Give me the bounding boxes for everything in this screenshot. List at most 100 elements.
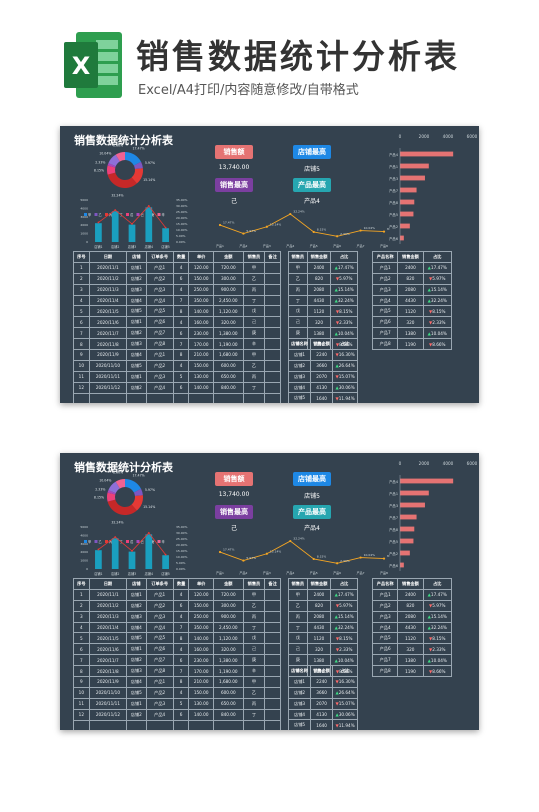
- sales-detail-cell: 2,450.00: [212, 621, 244, 634]
- store-summary-cell: 店铺1: [287, 348, 312, 361]
- sales-detail-cell: 店铺4: [126, 676, 147, 688]
- salesperson-summary-cell: 4430: [306, 294, 332, 307]
- trend-down-icon: ▼: [429, 646, 433, 652]
- salesperson-summary-cell: 820: [306, 272, 332, 285]
- sales-detail-cell: 8: [172, 349, 190, 361]
- y-tick-label: 产品3: [389, 503, 398, 508]
- trend-up-icon: ▲: [335, 690, 339, 696]
- product-summary-header-row: 产品名称 销售金额 占比: [371, 251, 453, 263]
- sales-detail-cell: 300.00: [212, 599, 244, 612]
- product-bar: [400, 490, 429, 496]
- y2-tick-label: 15.00%: [176, 222, 188, 226]
- kpi-salesperson-value: 己: [230, 525, 237, 532]
- sales-detail-row: 6 2020/11/6 店铺1 产品6 4 160.00 320.00 己: [73, 643, 281, 656]
- product-summary-cell: ▲10.04%: [422, 327, 453, 340]
- product-share-point: [359, 229, 362, 232]
- product-summary-row: 产品3 2080 ▲15.14%: [371, 610, 453, 623]
- sales-detail-cell: 6: [73, 316, 90, 329]
- salesperson-summary-cell: 庚: [288, 327, 308, 340]
- sales-detail-cell: 产品2: [145, 599, 174, 612]
- x-tick-label: 店铺1: [94, 244, 102, 249]
- sales-detail-cell: 3: [73, 283, 90, 296]
- sales-detail-header-cell: 金额: [212, 251, 244, 263]
- trend-down-icon: ▼: [335, 679, 339, 685]
- product-summary-row: 产品2 820 ▼5.97%: [371, 272, 453, 285]
- product-summary-cell: 2080: [397, 283, 424, 296]
- trend-down-icon: ▼: [335, 395, 339, 401]
- sales-detail-cell: 2020/11/5: [88, 305, 128, 318]
- x-tick-label: 产品3: [263, 243, 271, 248]
- salesperson-summary-row: 戊 1120 ▼8.15%: [288, 305, 358, 318]
- pie-slice: [131, 495, 143, 511]
- x-tick-label: 产品8: [380, 570, 388, 575]
- store-summary-header-cell: 店铺名称: [287, 338, 312, 350]
- x-tick-label: 店铺2: [111, 244, 119, 249]
- sales-detail-cell: 2: [73, 272, 90, 285]
- product-summary-row: 产品4 4430 ▲32.24%: [371, 621, 453, 634]
- sales-detail-cell: [264, 327, 281, 340]
- sales-detail-cell: 2020/11/8: [88, 338, 128, 351]
- sales-detail-header-cell: 日期: [88, 578, 128, 590]
- sales-detail-cell: [264, 381, 281, 394]
- product-share-point: [382, 230, 386, 233]
- store-summary-row: 店铺2 3660 ▲26.64%: [287, 359, 358, 372]
- sales-detail-header-cell: 序号: [73, 578, 90, 590]
- product-share-point: [218, 550, 222, 554]
- x-tick-label: 产品4: [286, 570, 294, 575]
- product-summary-cell: ▲32.24%: [422, 621, 453, 634]
- pie-slice: [125, 152, 142, 166]
- store-summary-row: 店铺4 4130 ▲30.06%: [287, 381, 358, 394]
- store-summary-cell: ▼11.94%: [332, 719, 358, 730]
- sales-detail-cell: 产品1: [145, 349, 174, 361]
- sales-detail-cell: 2020/11/11: [88, 697, 128, 710]
- trend-down-icon: ▼: [335, 308, 340, 314]
- salesperson-pie-chart: 17.47% 5.97% 15.14% 32.24% 8.15% 2.33% 10.04% 8…: [84, 144, 166, 217]
- sales-detail-cell: 店铺2: [126, 327, 147, 340]
- product-summary-cell: ▼8.15%: [422, 305, 453, 318]
- product-summary-cell: 产品1: [371, 261, 399, 274]
- trend-down-icon: ▼: [335, 646, 340, 652]
- product-share-point: [242, 559, 245, 562]
- salesperson-summary-row: 己 320 ▼2.33%: [288, 643, 358, 656]
- store-combo-chart: 0 1000 2000 3000 4000 5000 0.00% 5.00% 10.00% 15.…: [80, 198, 188, 249]
- store-summary-row: 店铺1 2240 ▼16.30%: [287, 348, 358, 361]
- sales-detail-cell: 140.00: [188, 708, 214, 721]
- store-summary-cell: 店铺5: [287, 392, 312, 403]
- sales-detail-cell: 320.00: [212, 316, 244, 329]
- store-summary-cell: 店铺4: [287, 708, 312, 721]
- salesperson-summary-cell: 2080: [306, 283, 332, 296]
- sales-detail-cell: 5: [172, 370, 190, 383]
- trend-down-icon: ▼: [429, 635, 433, 641]
- sales-detail-cell: [264, 643, 281, 656]
- legend-label: 乙: [99, 212, 102, 217]
- pie-slice: [107, 172, 137, 188]
- sales-detail-cell: 11: [73, 370, 90, 383]
- product-summary-header-cell: 销售金额: [397, 578, 424, 590]
- sales-detail-row: 3 2020/11/3 店铺3 产品3 4 250.00 900.00 丙: [73, 283, 281, 296]
- salesperson-summary-row: 丁 4430 ▲32.24%: [288, 621, 358, 634]
- sales-detail-cell: 产品4: [145, 621, 174, 634]
- product-summary-cell: 820: [397, 272, 424, 285]
- x-tick-label: 店铺3: [128, 244, 136, 249]
- excel-logo-icon: X: [64, 32, 122, 98]
- trend-up-icon: ▲: [335, 385, 339, 390]
- salesperson-summary-cell: 己: [288, 643, 308, 656]
- salesperson-summary-row: 乙 820 ▼5.97%: [288, 272, 358, 285]
- legend-label: 庚: [151, 539, 155, 544]
- pie-slice: [108, 154, 120, 167]
- product-summary-cell: 产品8: [371, 338, 399, 351]
- sales-detail-header-cell: 数量: [172, 578, 190, 590]
- pie-data-label: 2.33%: [95, 160, 105, 164]
- trend-down-icon: ▼: [335, 276, 340, 282]
- sales-detail-cell: 2020/11/10: [88, 686, 128, 699]
- product-summary-cell: ▼2.33%: [422, 643, 453, 656]
- sales-detail-cell: 产品2: [145, 359, 174, 372]
- sales-detail-cell: 戊: [242, 632, 266, 645]
- sales-detail-cell: 产品3: [145, 283, 174, 296]
- store-bar: [111, 538, 119, 569]
- salesperson-summary-cell: 2400: [306, 588, 332, 601]
- sales-detail-cell: 140.00: [188, 305, 214, 318]
- product-bar: [400, 199, 415, 205]
- product-bar: [400, 175, 425, 181]
- x-tick-label: 2000: [419, 461, 430, 466]
